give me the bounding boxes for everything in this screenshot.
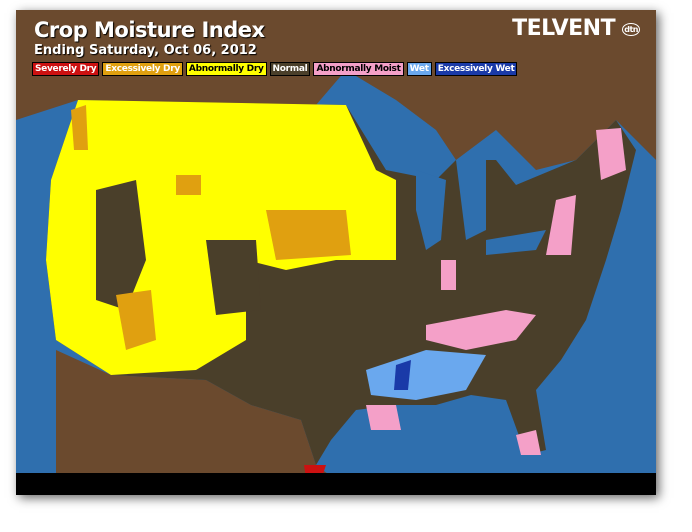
region-normal-co xyxy=(206,240,261,315)
bottom-bar xyxy=(16,473,656,495)
crop-moisture-map xyxy=(16,10,656,495)
region-excessively-wet-ms xyxy=(394,360,411,390)
region-moist-ny xyxy=(546,195,576,255)
region-excessively-dry-ne xyxy=(266,210,351,260)
mexico-land xyxy=(56,350,366,495)
legend-item: Abnormally Dry xyxy=(185,62,267,76)
region-moist-la xyxy=(366,405,401,430)
legend-item: Severely Dry xyxy=(32,62,100,76)
legend-item: Wet xyxy=(406,62,432,76)
region-moist-tn xyxy=(426,310,536,350)
region-excessively-dry-nw xyxy=(71,105,88,150)
region-excessively-dry-nv xyxy=(116,290,156,350)
canada-land xyxy=(16,10,656,170)
great-lakes xyxy=(416,160,546,255)
map-subtitle: Ending Saturday, Oct 06, 2012 xyxy=(34,43,257,58)
legend-item: Normal xyxy=(269,62,311,76)
legend-item: Excessively Wet xyxy=(434,62,518,76)
region-excessively-dry-mt xyxy=(176,175,201,195)
legend-item: Abnormally Moist xyxy=(313,62,404,76)
legend-item: Excessively Dry xyxy=(102,62,183,76)
telvent-logo: TELVENT dtn xyxy=(512,16,640,41)
legend: Severely Dry Excessively Dry Abnormally Dr… xyxy=(32,62,518,76)
region-moist-fl xyxy=(516,430,541,455)
region-moist-me xyxy=(596,128,626,180)
region-moist-in xyxy=(441,260,456,290)
region-normal-interior xyxy=(96,180,146,310)
map-title: Crop Moisture Index xyxy=(34,18,265,42)
map-frame: Crop Moisture Index Ending Saturday, Oct… xyxy=(16,10,656,495)
